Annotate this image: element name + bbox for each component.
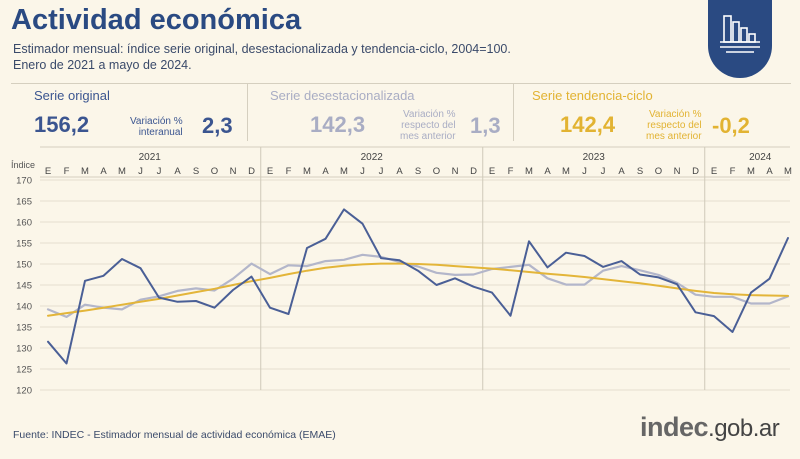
- stat-original-var-label-1: Variación %: [130, 116, 183, 127]
- y-tick-label: 120: [16, 386, 32, 397]
- stat-desest-var-value: 1,3: [470, 113, 501, 138]
- month-tick-label: F: [730, 166, 736, 177]
- page-subtitle: Estimador mensual: índice serie original…: [13, 41, 653, 73]
- month-tick-label: A: [322, 166, 329, 177]
- stat-serie-original: Serie original 156,2 Variación % interan…: [24, 83, 246, 141]
- stat-desest-var-label-3: mes anterior: [400, 131, 456, 142]
- stat-separator: [247, 83, 248, 141]
- stat-desest-label: Serie desestacionalizada: [270, 88, 415, 103]
- year-label: 2023: [583, 152, 606, 163]
- month-tick-label: A: [766, 166, 773, 177]
- y-tick-label: 160: [16, 218, 32, 229]
- month-tick-label: D: [692, 166, 699, 177]
- stat-tendencia-var-label-2: respecto del: [647, 120, 702, 131]
- month-tick-label: A: [618, 166, 625, 177]
- subtitle-line-1: Estimador mensual: índice serie original…: [13, 42, 511, 56]
- month-tick-label: E: [267, 166, 273, 177]
- month-tick-label: N: [230, 166, 237, 177]
- y-tick-label: 170: [16, 176, 32, 187]
- month-tick-label: F: [64, 166, 70, 177]
- stat-desest-value: 142,3: [310, 112, 366, 137]
- month-tick-label: E: [711, 166, 717, 177]
- stat-tendencia-var-label-1: Variación %: [648, 109, 702, 120]
- stat-original-var-label-2: interanual: [138, 127, 183, 138]
- month-tick-label: M: [525, 166, 533, 177]
- page-title: Actividad económica: [11, 4, 302, 36]
- year-label: 2021: [139, 152, 162, 163]
- stat-original-value: 156,2: [34, 112, 90, 137]
- month-tick-label: N: [452, 166, 459, 177]
- y-tick-label: 145: [16, 281, 32, 292]
- month-tick-label: J: [379, 166, 384, 177]
- y-tick-label: 125: [16, 365, 32, 376]
- month-tick-label: M: [784, 166, 792, 177]
- stat-tendencia-label: Serie tendencia-ciclo: [532, 88, 653, 103]
- month-tick-label: A: [396, 166, 403, 177]
- month-tick-label: J: [138, 166, 143, 177]
- month-tick-label: O: [433, 166, 440, 177]
- y-axis-label: Índice: [11, 160, 35, 170]
- month-tick-label: D: [470, 166, 477, 177]
- stat-tendencia-var-label-3: mes anterior: [646, 131, 702, 142]
- month-tick-label: M: [118, 166, 126, 177]
- month-tick-label: J: [360, 166, 365, 177]
- y-tick-label: 130: [16, 344, 32, 355]
- y-tick-label: 165: [16, 197, 32, 208]
- series-line-tendencia: [47, 262, 789, 317]
- stat-original-var-label: Variación % interanual: [130, 116, 183, 138]
- month-tick-label: M: [303, 166, 311, 177]
- month-tick-label: E: [45, 166, 51, 177]
- month-tick-label: A: [100, 166, 107, 177]
- y-tick-label: 150: [16, 260, 32, 271]
- month-tick-label: F: [508, 166, 514, 177]
- month-tick-label: E: [489, 166, 495, 177]
- stat-tendencia-value: 142,4: [560, 112, 616, 137]
- stat-desest-var-label: Variación % respecto del mes anterior: [400, 109, 456, 142]
- stat-tendencia-var-label: Variación % respecto del mes anterior: [646, 109, 702, 142]
- stat-desest-var-label-1: Variación %: [402, 109, 456, 120]
- month-tick-label: M: [562, 166, 570, 177]
- stats-top-rule: [11, 83, 791, 84]
- month-tick-label: N: [674, 166, 681, 177]
- month-tick-label: J: [582, 166, 587, 177]
- month-tick-label: O: [211, 166, 218, 177]
- month-tick-label: M: [81, 166, 89, 177]
- month-tick-label: S: [637, 166, 643, 177]
- stat-desest-var-label-2: respecto del: [401, 120, 456, 131]
- bar-chart-icon: [720, 15, 760, 53]
- month-tick-label: F: [286, 166, 292, 177]
- month-tick-label: S: [415, 166, 421, 177]
- series-line-desest: [46, 253, 790, 318]
- stat-serie-tendencia: Serie tendencia-ciclo 142,4 Variación % …: [522, 83, 782, 142]
- source-note: Fuente: INDEC - Estimador mensual de act…: [13, 429, 336, 441]
- month-tick-label: J: [601, 166, 606, 177]
- month-tick-label: A: [174, 166, 181, 177]
- stat-original-var-value: 2,3: [202, 113, 233, 138]
- year-label: 2022: [361, 152, 384, 163]
- indec-logo: indec.gob.ar: [640, 412, 780, 442]
- y-tick-label: 135: [16, 323, 32, 334]
- stat-original-label: Serie original: [34, 88, 110, 103]
- stat-separator: [513, 83, 514, 141]
- month-tick-label: A: [544, 166, 551, 177]
- y-tick-label: 155: [16, 239, 32, 250]
- y-tick-label: 140: [16, 302, 32, 313]
- stat-serie-desest: Serie desestacionalizada 142,3 Variación…: [260, 83, 510, 142]
- month-tick-label: D: [248, 166, 255, 177]
- month-tick-label: S: [193, 166, 199, 177]
- month-tick-label: M: [340, 166, 348, 177]
- month-tick-label: O: [655, 166, 662, 177]
- chart-icon-badge: [708, 0, 772, 78]
- year-label: 2024: [749, 152, 772, 163]
- stat-tendencia-var-value: -0,2: [712, 113, 750, 138]
- month-tick-label: J: [157, 166, 162, 177]
- month-tick-label: M: [747, 166, 755, 177]
- subtitle-line-2: Enero de 2021 a mayo de 2024.: [13, 58, 192, 72]
- series-line-original: [47, 208, 789, 365]
